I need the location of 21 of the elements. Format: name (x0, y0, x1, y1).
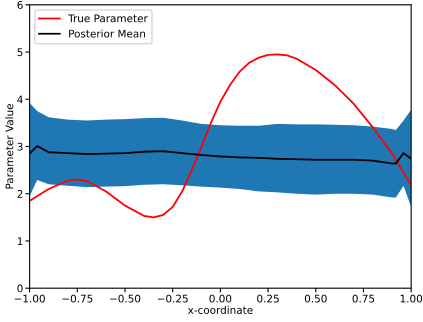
x-axis-title: x-coordinate (188, 306, 253, 314)
x-tick-label: −0.50 (110, 294, 140, 303)
y-tick-label: 3 (18, 142, 23, 151)
x-tick-label: 0.50 (304, 294, 327, 303)
x-tick-label: 1.00 (400, 294, 422, 303)
line-series (30, 54, 412, 218)
legend-label: True Parameter (68, 14, 148, 22)
x-tick-label: 0.25 (257, 294, 279, 303)
x-tick-label: 0.75 (352, 294, 374, 303)
y-tick-label: 6 (17, 1, 23, 9)
x-tick-label: −0.75 (62, 294, 92, 303)
x-tick-label: −1.00 (14, 294, 45, 303)
y-axis-title: Parameter Value (5, 104, 14, 189)
legend-label: Posterior Mean (69, 29, 145, 38)
y-tick-label: 2 (17, 190, 22, 198)
x-tick-label: −0.25 (158, 294, 188, 303)
x-tick-label: 0.00 (209, 294, 232, 303)
y-tick-label: 4 (17, 96, 23, 104)
y-tick-label: 0 (17, 284, 23, 292)
y-tick-label: 1 (18, 237, 22, 245)
y-tick-label: 5 (18, 48, 22, 56)
